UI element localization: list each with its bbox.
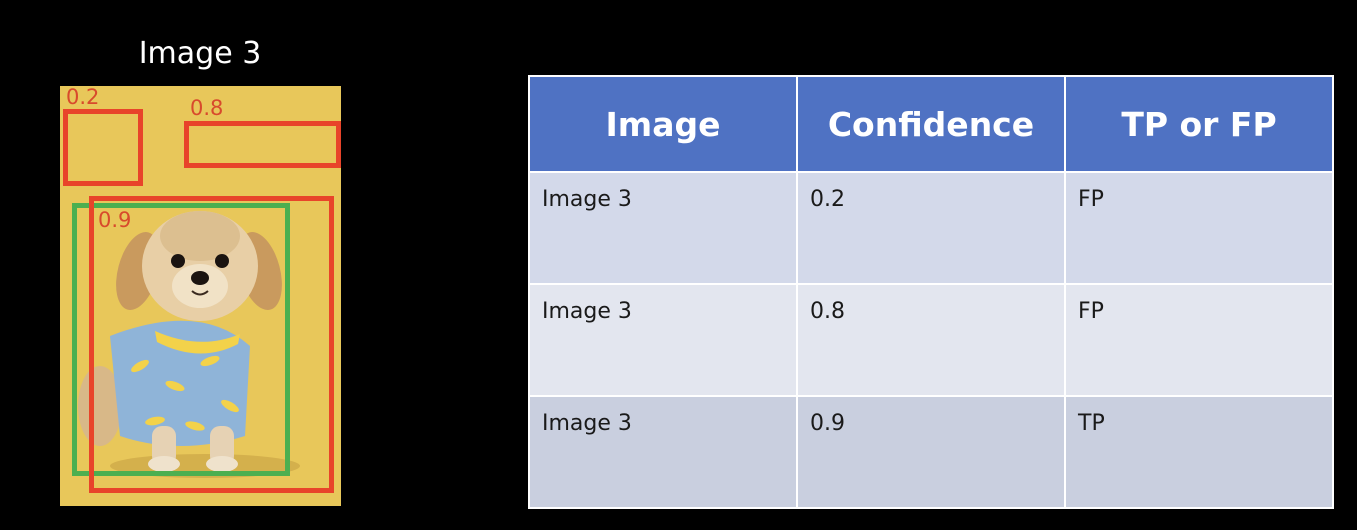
cell-image: Image 3: [528, 283, 798, 397]
confidence-label-0.9: 0.9: [98, 208, 132, 232]
table-row: Image 3 0.9 TP: [528, 395, 1334, 509]
header-image: Image: [528, 75, 798, 173]
cell-result: FP: [1064, 283, 1334, 397]
table-row: Image 3 0.2 FP: [528, 171, 1334, 285]
detection-box-0.9: [89, 196, 334, 493]
table-header-row: Image Confidence TP or FP: [528, 75, 1334, 173]
cell-image: Image 3: [528, 395, 798, 509]
cell-result: FP: [1064, 171, 1334, 285]
table-row: Image 3 0.8 FP: [528, 283, 1334, 397]
detection-box-0.2: [63, 109, 143, 186]
confidence-label-0.2: 0.2: [66, 86, 100, 109]
ground-truth-box: [72, 203, 290, 476]
cell-image: Image 3: [528, 171, 798, 285]
dog-photo: 0.2 0.8 0.9: [60, 86, 341, 506]
results-table: Image Confidence TP or FP Image 3 0.2 FP…: [528, 75, 1334, 509]
cell-result: TP: [1064, 395, 1334, 509]
image-title: Image 3: [138, 36, 262, 71]
confidence-label-0.8: 0.8: [190, 96, 224, 120]
detection-box-0.8: [184, 121, 341, 168]
cell-confidence: 0.2: [796, 171, 1066, 285]
header-confidence: Confidence: [796, 75, 1066, 173]
cell-confidence: 0.9: [796, 395, 1066, 509]
header-tp-or-fp: TP or FP: [1064, 75, 1334, 173]
cell-confidence: 0.8: [796, 283, 1066, 397]
